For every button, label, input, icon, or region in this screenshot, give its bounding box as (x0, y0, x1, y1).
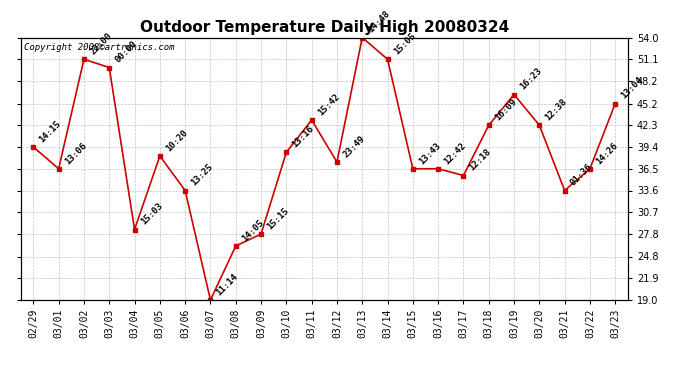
Text: Copyright 2008©artronics.com: Copyright 2008©artronics.com (23, 43, 175, 52)
Text: 01:36: 01:36 (569, 162, 594, 188)
Text: 14:48: 14:48 (366, 9, 392, 35)
Text: 13:25: 13:25 (189, 162, 215, 188)
Text: 16:23: 16:23 (518, 66, 544, 92)
Title: Outdoor Temperature Daily High 20080324: Outdoor Temperature Daily High 20080324 (139, 20, 509, 35)
Text: 11:14: 11:14 (215, 272, 240, 297)
Text: 22:00: 22:00 (88, 31, 113, 57)
Text: 23:49: 23:49 (341, 134, 366, 159)
Text: 14:15: 14:15 (37, 119, 63, 144)
Text: 15:42: 15:42 (316, 92, 341, 117)
Text: 13:43: 13:43 (417, 141, 442, 166)
Text: 12:18: 12:18 (468, 147, 493, 173)
Text: 10:20: 10:20 (164, 128, 189, 153)
Text: 00:00: 00:00 (113, 39, 139, 65)
Text: 15:05: 15:05 (392, 31, 417, 57)
Text: 13:16: 13:16 (290, 124, 316, 150)
Text: 13:06: 13:06 (63, 141, 88, 166)
Text: 14:26: 14:26 (594, 141, 620, 166)
Text: 15:03: 15:03 (139, 201, 164, 227)
Text: 15:15: 15:15 (265, 206, 290, 231)
Text: 13:04: 13:04 (620, 75, 644, 101)
Text: 16:09: 16:09 (493, 97, 518, 123)
Text: 12:38: 12:38 (544, 97, 569, 123)
Text: 14:05: 14:05 (240, 218, 265, 243)
Text: 12:42: 12:42 (442, 141, 468, 166)
